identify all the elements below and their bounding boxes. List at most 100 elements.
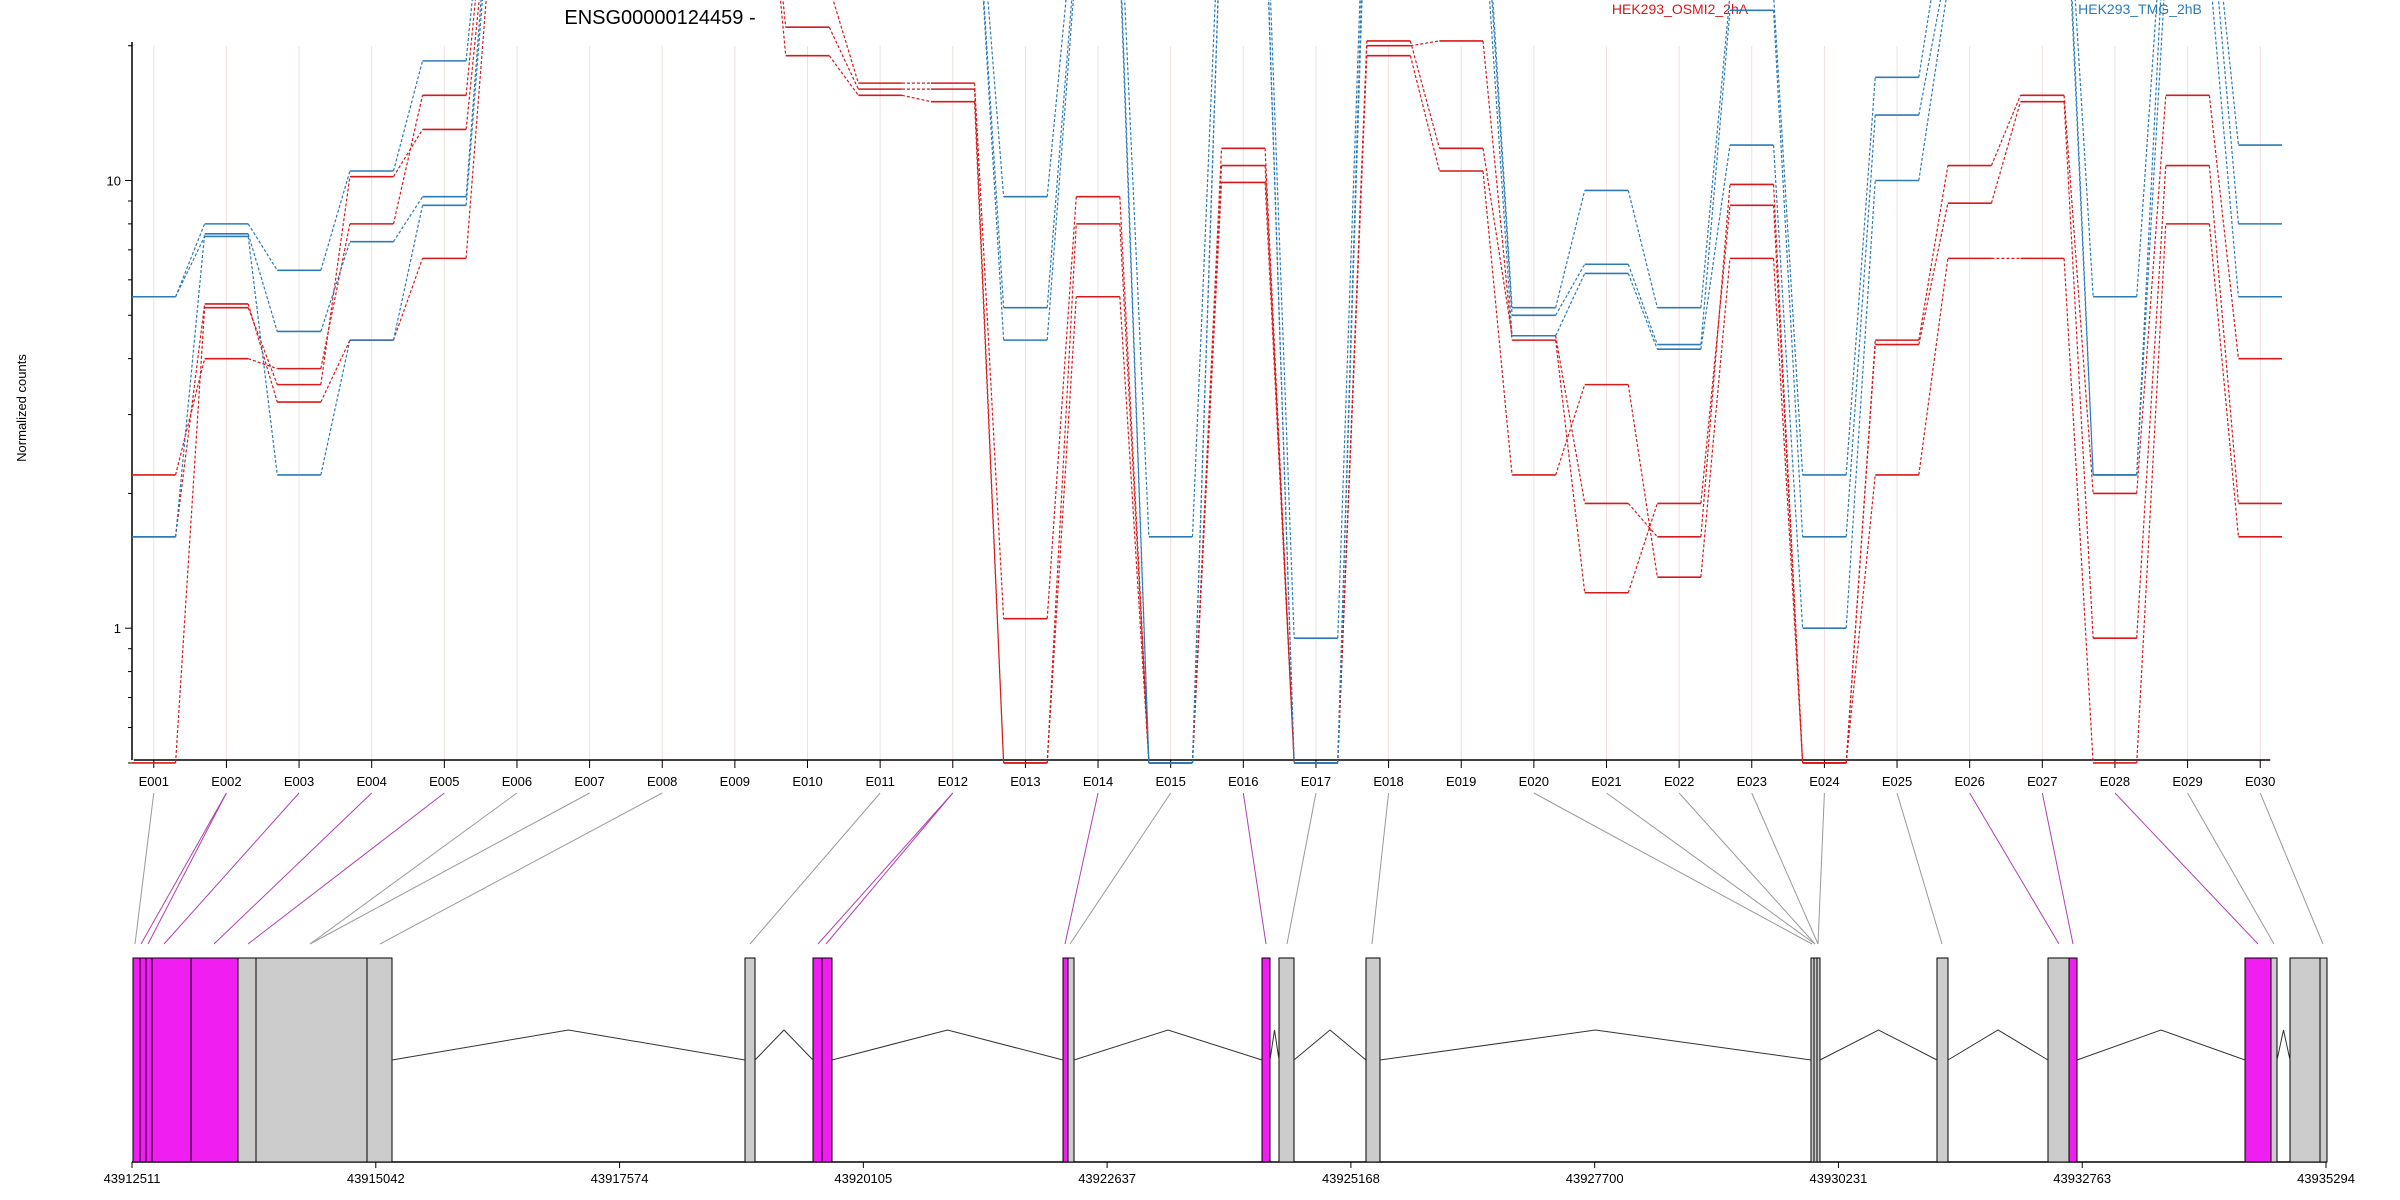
series-line bbox=[132, 0, 2282, 764]
x-tick-label: E024 bbox=[1809, 774, 1839, 789]
y-axis-label: Normalized counts bbox=[14, 354, 29, 462]
data-connector bbox=[1555, 384, 1586, 476]
exon-connector-line bbox=[163, 792, 300, 945]
data-connector bbox=[973, 83, 1005, 619]
exon-block bbox=[744, 957, 756, 1163]
data-connector bbox=[320, 339, 351, 476]
data-connector bbox=[901, 94, 932, 103]
intron-line bbox=[1269, 1029, 1280, 1061]
exon-block bbox=[812, 957, 823, 1163]
x-tick-label: E011 bbox=[865, 774, 894, 789]
intron-line bbox=[1819, 1029, 1938, 1061]
exon-connector-line bbox=[309, 792, 590, 945]
data-connector bbox=[2211, 0, 2240, 297]
x-tick-label: E030 bbox=[2245, 774, 2275, 789]
data-connector bbox=[1627, 273, 1658, 350]
data-connector bbox=[174, 233, 206, 537]
data-connector bbox=[1990, 95, 2022, 166]
data-connector bbox=[828, 55, 859, 96]
data-connector bbox=[392, 95, 424, 225]
exon-connector-line bbox=[147, 792, 227, 945]
data-connector bbox=[1191, 0, 1219, 763]
data-connector bbox=[2063, 258, 2094, 764]
data-connector bbox=[828, 26, 859, 90]
data-connector bbox=[2063, 101, 2094, 639]
data-connector bbox=[1191, 0, 1219, 763]
data-connector bbox=[2074, 0, 2094, 297]
exon-connector-line bbox=[1371, 792, 1390, 945]
intron-line bbox=[1293, 1029, 1367, 1061]
coord-label: 43932763 bbox=[2053, 1171, 2111, 1186]
x-tick-label: E009 bbox=[720, 774, 750, 789]
data-connector bbox=[1918, 0, 1942, 116]
intron-line bbox=[754, 1029, 814, 1061]
data-connector bbox=[983, 0, 1005, 308]
exon-block bbox=[2068, 957, 2078, 1163]
coord-label: 43912511 bbox=[104, 1171, 161, 1186]
data-connector bbox=[1046, 0, 1073, 308]
data-connector bbox=[320, 176, 351, 385]
exon-connector-line bbox=[2114, 792, 2259, 945]
exon-block bbox=[2244, 957, 2272, 1163]
data-connector bbox=[1555, 273, 1586, 337]
data-connector bbox=[174, 303, 206, 537]
exon-connector-line bbox=[1286, 792, 1317, 945]
x-tick-label: E007 bbox=[574, 774, 604, 789]
data-connector bbox=[1489, 0, 1513, 336]
data-connector bbox=[1409, 55, 1441, 172]
exon-connector-line bbox=[1751, 792, 1819, 945]
data-connector bbox=[2208, 223, 2240, 537]
exon-connector-line bbox=[2041, 792, 2074, 945]
data-connector bbox=[1700, 0, 1731, 308]
series-lines bbox=[132, 0, 2282, 764]
x-tick-label: E001 bbox=[139, 774, 169, 789]
exon-connector-line bbox=[309, 792, 518, 945]
data-connector bbox=[1269, 0, 1295, 639]
exon-connectors bbox=[134, 792, 2324, 945]
series-line bbox=[132, 0, 2282, 764]
x-tick-label: E002 bbox=[211, 774, 241, 789]
data-connector bbox=[982, 0, 1005, 341]
coord-label: 43925168 bbox=[1322, 1171, 1380, 1186]
x-tick-label: E006 bbox=[502, 774, 532, 789]
exon-block bbox=[2047, 957, 2070, 1163]
data-connector bbox=[248, 358, 278, 370]
data-connector bbox=[1191, 182, 1223, 763]
intron-line bbox=[2076, 1029, 2246, 1061]
data-connector bbox=[1918, 165, 1949, 341]
exon-block bbox=[2289, 957, 2321, 1163]
x-tick-label: E008 bbox=[647, 774, 677, 789]
exon-block bbox=[151, 957, 192, 1163]
x-tick-label: E014 bbox=[1083, 774, 1113, 789]
legend-tmg: HEK293_TMG_2hB bbox=[2078, 1, 2202, 17]
intron-line bbox=[391, 1029, 746, 1061]
data-connector bbox=[1845, 115, 1876, 537]
exon-block bbox=[237, 957, 257, 1163]
data-connector bbox=[2070, 0, 2094, 475]
data-connector bbox=[175, 236, 206, 297]
data-connector bbox=[1046, 0, 1067, 197]
data-connector bbox=[392, 258, 424, 341]
data-connector bbox=[779, 0, 787, 56]
data-connector bbox=[392, 129, 424, 177]
exon-connector-line bbox=[1064, 792, 1099, 945]
data-connector bbox=[1627, 503, 1658, 538]
data-connector bbox=[1700, 184, 1731, 537]
data-connector bbox=[1409, 40, 1441, 149]
exon-block bbox=[366, 957, 393, 1163]
data-connector bbox=[320, 339, 351, 403]
exon-block bbox=[132, 957, 141, 1163]
exon-block bbox=[190, 957, 239, 1163]
data-connector bbox=[1191, 165, 1223, 763]
x-tick-label: E015 bbox=[1155, 774, 1185, 789]
data-connector bbox=[2208, 165, 2240, 504]
x-tick-label: E005 bbox=[429, 774, 459, 789]
data-connector bbox=[1772, 10, 1804, 537]
legend-osmi2: HEK293_OSMI2_2hA bbox=[1612, 1, 1749, 17]
exon-block bbox=[1816, 957, 1821, 1163]
coord-label: 43917574 bbox=[591, 1171, 649, 1186]
data-connector bbox=[1119, 196, 1150, 764]
data-connector bbox=[1627, 190, 1658, 308]
x-tick-label: E020 bbox=[1519, 774, 1549, 789]
data-connector bbox=[2136, 165, 2167, 639]
